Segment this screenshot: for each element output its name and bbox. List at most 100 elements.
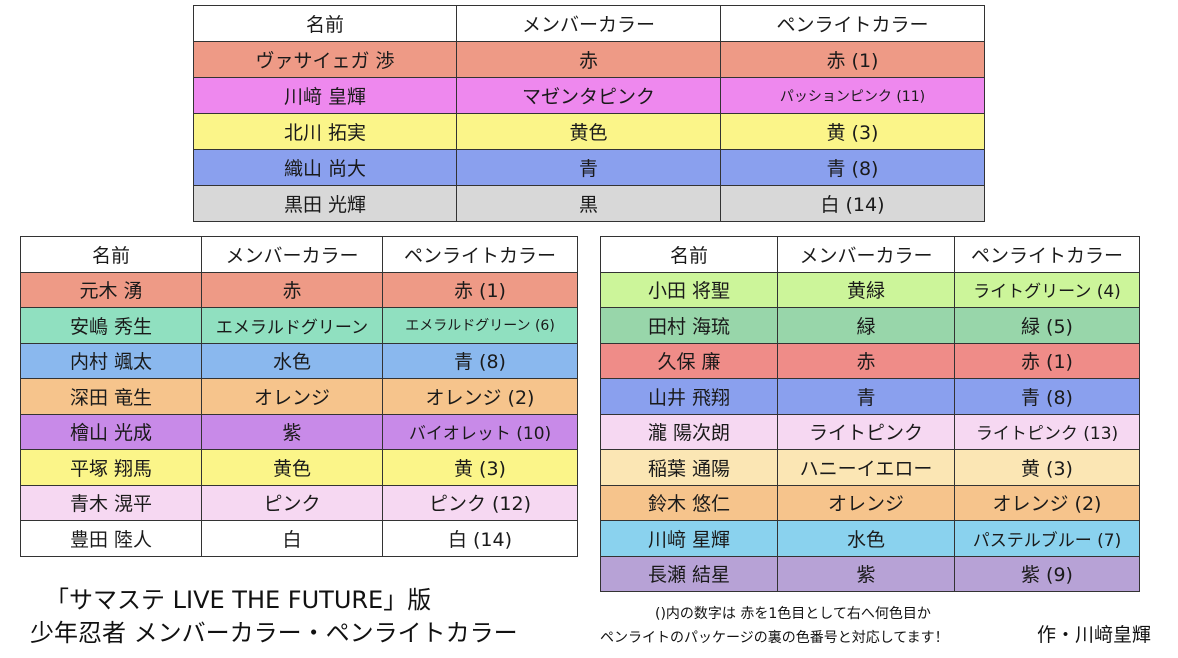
penlight-color-cell: 黄 (3)	[954, 449, 1140, 486]
member-name-cell: 瀧 陽次朗	[600, 413, 778, 450]
member-color-cell: 紫	[777, 555, 955, 592]
member-color-cell: エメラルドグリーン	[201, 307, 383, 344]
table-row: 田村 海琉緑緑 (5)	[600, 307, 1140, 344]
member-name-cell: 内村 颯太	[20, 342, 202, 379]
member-name-cell: 小田 将聖	[600, 271, 778, 308]
member-name-cell: 青木 滉平	[20, 484, 202, 521]
member-name-cell: 北川 拓実	[193, 113, 457, 150]
penlight-color-cell: オレンジ (2)	[382, 378, 578, 415]
penlight-color-cell: 白 (14)	[382, 520, 578, 557]
table-body: 名前 メンバーカラー ペンライトカラー 小田 将聖 黄緑 ライトグリーン (4) 田村…	[600, 236, 1140, 592]
header-name: 名前	[600, 236, 778, 273]
table-row: 平塚 翔馬 黄色黄 (3)	[20, 449, 578, 486]
caption-subtitle: 少年忍者 メンバーカラー・ペンライトカラー	[30, 619, 518, 647]
member-color-cell: 紫	[201, 413, 383, 450]
table-row: 安嶋 秀生 エメラルドグリーン エメラルドグリーン (6)	[20, 307, 578, 344]
table-row: 瀧 陽次朗 ライトピンク ライトピンク (13)	[600, 413, 1140, 450]
penlight-color-cell: パステルブルー (7)	[954, 520, 1140, 557]
table-header-row: 名前 メンバーカラー ペンライトカラー	[193, 5, 985, 42]
member-color-cell: 青	[777, 378, 955, 415]
member-color-table-right: 名前 メンバーカラー ペンライトカラー 小田 将聖 黄緑 ライトグリーン (4) 田村…	[600, 236, 1140, 592]
member-name-cell: 川﨑 星輝	[600, 520, 778, 557]
header-member-color: メンバーカラー	[456, 5, 721, 42]
member-name-cell: 檜山 光成	[20, 413, 202, 450]
table-row: 内村 颯太 水色青 (8)	[20, 342, 578, 379]
member-name-cell: 稲葉 通陽	[600, 449, 778, 486]
table-row: 長瀬 結星紫紫 (9)	[600, 555, 1140, 592]
member-name-cell: 平塚 翔馬	[20, 449, 202, 486]
penlight-color-cell: バイオレット (10)	[382, 413, 578, 450]
table-row: 北川 拓実 黄色黄 (3)	[193, 113, 985, 150]
caption-title: 「サマステ LIVE THE FUTURE」版	[45, 586, 432, 614]
penlight-color-cell: 黄 (3)	[720, 113, 985, 150]
header-name: 名前	[20, 236, 202, 273]
table-row: 稲葉 通陽 ハニーイエロー黄 (3)	[600, 449, 1140, 486]
member-name-cell: 長瀬 結星	[600, 555, 778, 592]
member-color-cell: ハニーイエロー	[777, 449, 955, 486]
table-row: 黒田 光輝黒白 (14)	[193, 185, 985, 222]
table-row: 青木 滉平 ピンク ピンク (12)	[20, 484, 578, 521]
header-member-color: メンバーカラー	[201, 236, 383, 273]
penlight-color-cell: 赤 (1)	[382, 271, 578, 308]
penlight-color-cell: 紫 (9)	[954, 555, 1140, 592]
member-name-cell: 鈴木 悠仁	[600, 484, 778, 521]
penlight-color-cell: ピンク (12)	[382, 484, 578, 521]
member-name-cell: 山井 飛翔	[600, 378, 778, 415]
table-row: 川﨑 星輝 水色 パステルブルー (7)	[600, 520, 1140, 557]
member-color-cell: 黄色	[456, 113, 721, 150]
member-color-cell: ピンク	[201, 484, 383, 521]
penlight-color-cell: ライトピンク (13)	[954, 413, 1140, 450]
table-row: 川﨑 皇輝 マゼンタピンク パッションピンク (11)	[193, 77, 985, 114]
member-color-cell: マゼンタピンク	[456, 77, 721, 114]
table-body: 名前 メンバーカラー ペンライトカラー 元木 湧赤赤 (1) 安嶋 秀生 エメラルド…	[20, 236, 578, 557]
table-row: 鈴木 悠仁 オレンジ オレンジ (2)	[600, 484, 1140, 521]
penlight-color-cell: オレンジ (2)	[954, 484, 1140, 521]
penlight-color-cell: 赤 (1)	[720, 41, 985, 78]
penlight-color-cell: エメラルドグリーン (6)	[382, 307, 578, 344]
member-color-cell: 黄色	[201, 449, 383, 486]
header-member-color: メンバーカラー	[777, 236, 955, 273]
table-row: 深田 竜生 オレンジ オレンジ (2)	[20, 378, 578, 415]
table-row: ヴァサイェガ 渉赤赤 (1)	[193, 41, 985, 78]
table-row: 豊田 陸人白白 (14)	[20, 520, 578, 557]
member-name-cell: 久保 廉	[600, 342, 778, 379]
member-name-cell: 田村 海琉	[600, 307, 778, 344]
member-color-cell: オレンジ	[777, 484, 955, 521]
member-name-cell: 黒田 光輝	[193, 185, 457, 222]
member-color-cell: 赤	[201, 271, 383, 308]
member-name-cell: ヴァサイェガ 渉	[193, 41, 457, 78]
note-line-2: ペンライトのパッケージの裏の色番号と対応してます！	[600, 630, 949, 646]
table-header-row: 名前 メンバーカラー ペンライトカラー	[600, 236, 1140, 273]
member-color-cell: 赤	[456, 41, 721, 78]
member-name-cell: 織山 尚大	[193, 149, 457, 186]
penlight-color-cell: 青 (8)	[720, 149, 985, 186]
member-name-cell: 豊田 陸人	[20, 520, 202, 557]
table-row: 元木 湧赤赤 (1)	[20, 271, 578, 308]
penlight-color-cell: 白 (14)	[720, 185, 985, 222]
penlight-color-cell: 青 (8)	[954, 378, 1140, 415]
member-color-cell: 緑	[777, 307, 955, 344]
member-name-cell: 安嶋 秀生	[20, 307, 202, 344]
header-penlight-color: ペンライトカラー	[382, 236, 578, 273]
table-body: 名前 メンバーカラー ペンライトカラー ヴァサイェガ 渉赤赤 (1) 川﨑 皇輝マ…	[193, 5, 985, 222]
penlight-color-cell: ライトグリーン (4)	[954, 271, 1140, 308]
member-color-cell: オレンジ	[201, 378, 383, 415]
member-name-cell: 元木 湧	[20, 271, 202, 308]
table-row: 小田 将聖 黄緑 ライトグリーン (4)	[600, 271, 1140, 308]
member-name-cell: 川﨑 皇輝	[193, 77, 457, 114]
member-color-cell: 黒	[456, 185, 721, 222]
member-color-table-main: 名前 メンバーカラー ペンライトカラー ヴァサイェガ 渉赤赤 (1) 川﨑 皇輝マ…	[193, 5, 985, 222]
member-name-cell: 深田 竜生	[20, 378, 202, 415]
member-color-cell: 白	[201, 520, 383, 557]
member-color-table-left: 名前 メンバーカラー ペンライトカラー 元木 湧赤赤 (1) 安嶋 秀生 エメラルド…	[20, 236, 578, 557]
penlight-color-cell: 青 (8)	[382, 342, 578, 379]
member-color-cell: ライトピンク	[777, 413, 955, 450]
note-line-1: ()内の数字は 赤を1色目として右へ何色目か	[655, 606, 931, 622]
penlight-color-cell: 緑 (5)	[954, 307, 1140, 344]
header-name: 名前	[193, 5, 457, 42]
member-color-cell: 青	[456, 149, 721, 186]
member-color-cell: 赤	[777, 342, 955, 379]
header-penlight-color: ペンライトカラー	[954, 236, 1140, 273]
table-row: 織山 尚大青青 (8)	[193, 149, 985, 186]
penlight-color-cell: 黄 (3)	[382, 449, 578, 486]
